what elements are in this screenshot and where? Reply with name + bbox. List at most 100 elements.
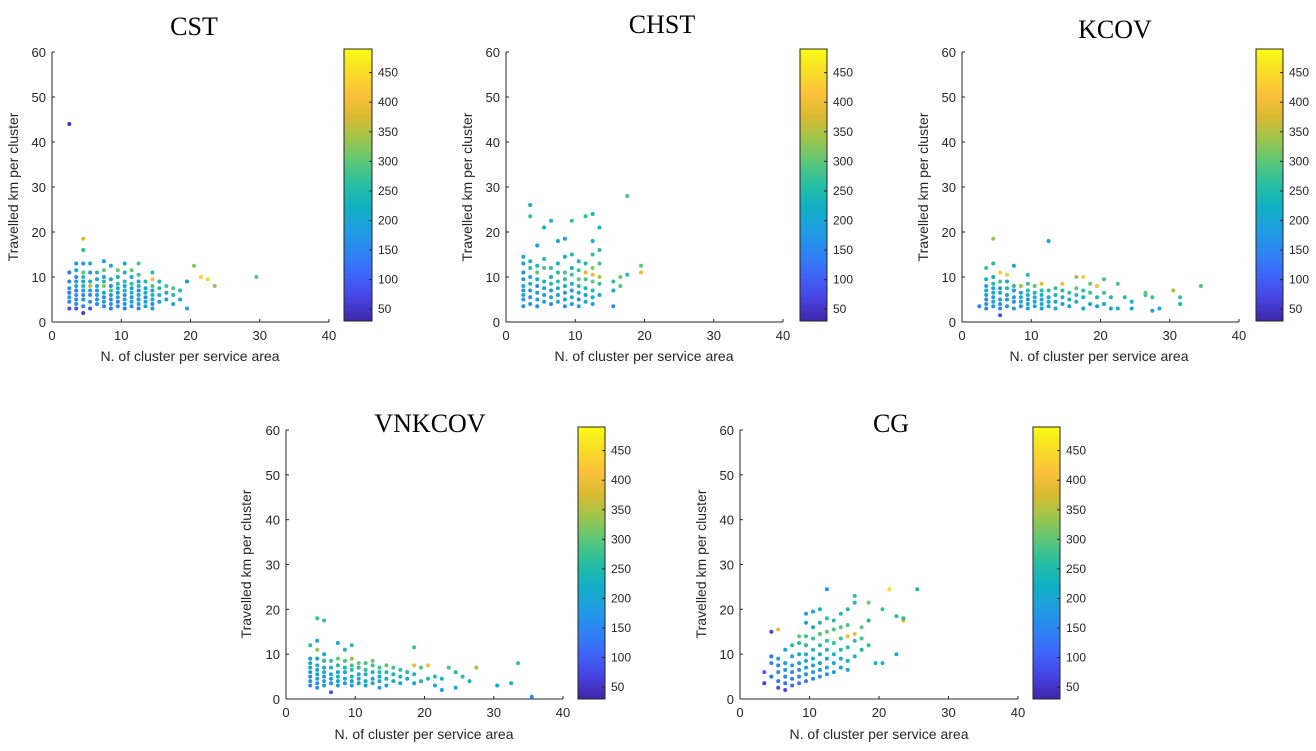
data-point [1039,293,1044,297]
data-point [1032,290,1037,295]
data-point [783,647,788,652]
data-point [1039,288,1044,293]
data-point [797,674,802,679]
colorbar-tick-label: 50 [833,302,847,316]
colorbar-tick-label: 100 [1289,273,1309,287]
data-point [569,288,574,293]
colorbar-tick-label: 150 [611,621,631,635]
data-point [776,663,781,668]
data-point [516,661,520,666]
data-point [555,239,560,243]
data-point [618,275,623,279]
y-tick-label: 50 [32,90,46,105]
data-point [576,297,581,302]
data-point [1018,284,1023,288]
data-point [1102,277,1106,282]
data-point [377,670,382,675]
y-tick-label: 50 [942,90,956,105]
data-point [95,293,99,297]
data-point [356,672,361,677]
data-point [322,652,327,657]
data-point [521,297,526,302]
data-point [1081,295,1086,300]
y-tick-label: 50 [720,468,734,483]
colorbar [1255,48,1284,322]
data-point [335,656,340,661]
data-point [824,672,829,677]
data-point [129,304,134,309]
y-tick-label: 40 [942,135,956,150]
data-point [322,679,327,684]
colorbar-tick-label: 300 [378,154,398,168]
panel-chst: CHST N. of cluster per service area Trav… [459,10,853,364]
data-point [811,670,815,675]
data-point [349,663,354,668]
data-point [136,293,141,297]
colorbar-tick-label: 200 [378,213,398,227]
data-point [101,279,106,284]
data-point [611,304,616,309]
data-point [308,683,313,688]
data-point [769,654,774,659]
data-point [880,607,885,612]
data-point [335,674,340,679]
data-point [1018,299,1023,304]
data-point [824,616,829,621]
data-point [95,302,99,306]
data-point [984,288,989,293]
data-point [824,665,829,670]
data-point [549,302,553,306]
data-point [866,600,871,605]
y-axis-label: Travelled km per cluster [5,112,21,261]
data-point [1032,295,1037,300]
data-point [178,288,183,293]
data-point [115,290,120,295]
data-point [67,290,72,295]
data-point [804,611,808,616]
data-point [776,656,781,661]
data-point [1095,284,1099,288]
data-point [1081,306,1086,311]
data-point [804,679,808,684]
colorbar [343,48,373,322]
data-point [108,293,113,297]
data-point [984,284,989,288]
data-point [811,647,815,652]
data-point [136,261,141,266]
data-point [308,679,313,684]
colorbar [1032,426,1061,700]
data-point [562,290,567,295]
data-point [528,214,533,219]
data-point [817,607,822,612]
data-point [562,304,567,309]
colorbar-tick-label: 400 [1289,95,1309,109]
data-point [597,275,602,279]
data-point [915,587,920,592]
data-point [535,277,540,282]
panel-kcov: KCOV N. of cluster per service area Trav… [915,15,1309,364]
data-point [122,284,127,288]
data-point [115,295,120,300]
x-tick-label: 20 [1093,328,1107,343]
colorbar-tick-label: 350 [611,503,631,517]
data-point [101,304,106,309]
data-point [569,272,574,277]
data-point [136,272,141,277]
data-point [108,306,113,311]
y-tick-label: 20 [942,225,956,240]
data-point [88,261,93,266]
data-point [81,270,86,275]
data-point [136,302,141,306]
data-point [95,288,99,293]
data-point [790,670,795,675]
colorbar-tick-label: 150 [1289,243,1309,257]
data-point [528,266,533,270]
data-point [322,658,327,663]
y-tick-label: 10 [942,270,956,285]
data-point [419,679,423,684]
data-point [136,297,141,302]
x-tick-label: 30 [941,705,955,720]
data-point [521,277,526,282]
data-point [590,212,595,216]
